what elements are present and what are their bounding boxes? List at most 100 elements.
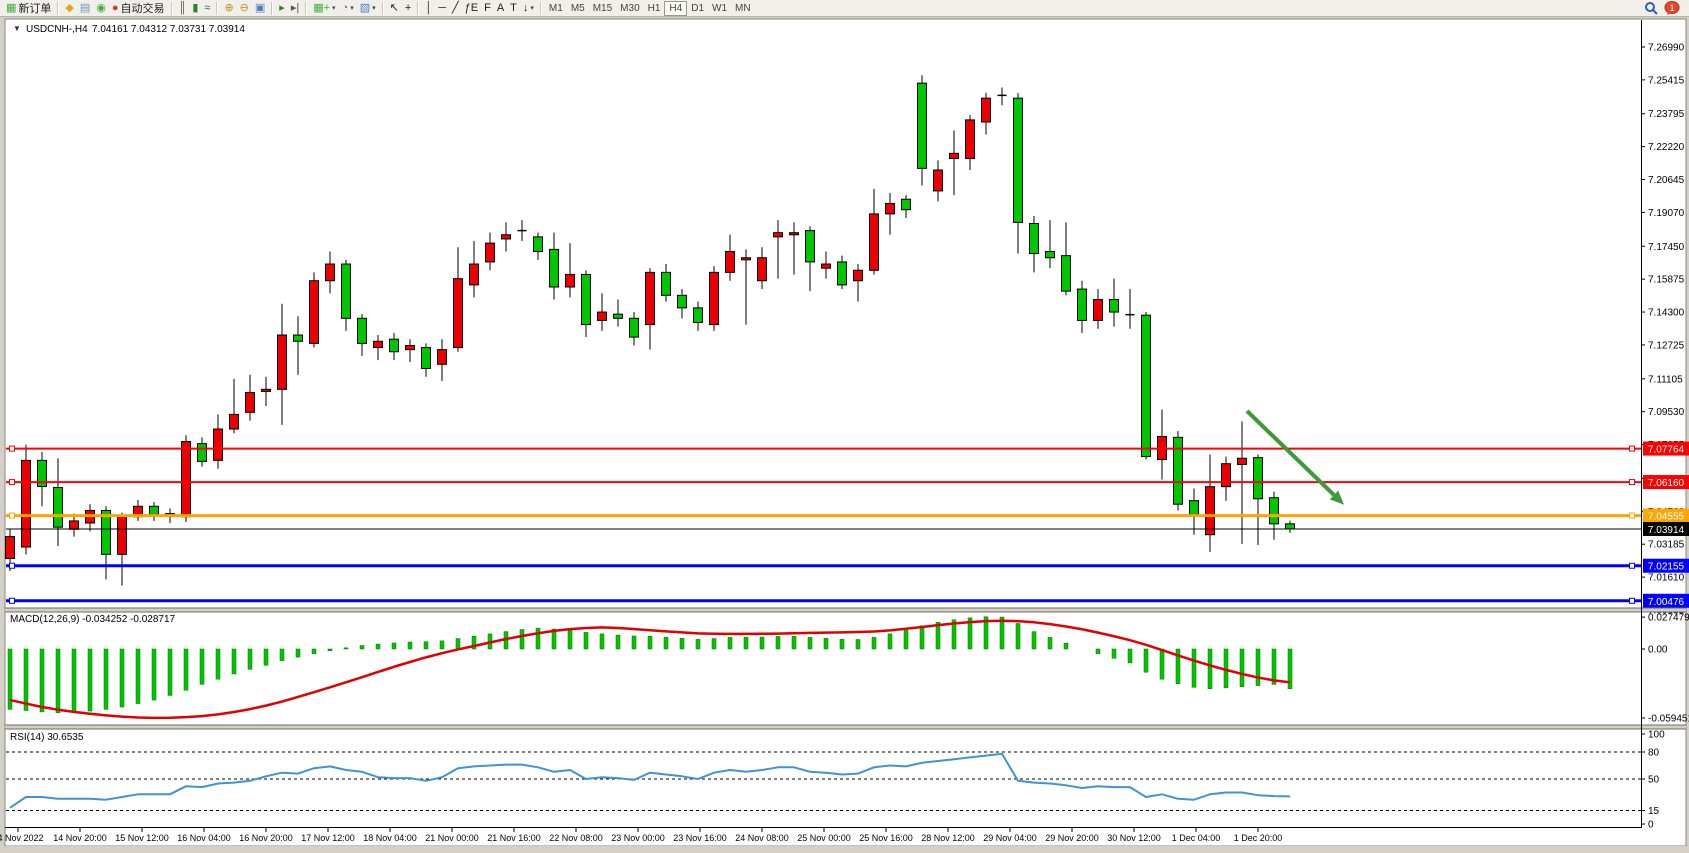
candle xyxy=(837,255,847,290)
macd-histogram-bar xyxy=(199,648,205,685)
candle-body xyxy=(1237,457,1247,466)
text-label-button[interactable]: T xyxy=(507,1,520,16)
autotrading-button[interactable]: ● 自动交易 xyxy=(109,1,168,16)
chevron-down-icon[interactable]: ▾ xyxy=(332,5,336,12)
candle-body xyxy=(1173,436,1183,505)
timeframe-m15-button[interactable]: M15 xyxy=(592,2,613,14)
zoom-out-icon: ⊖ xyxy=(239,1,249,14)
line-handle[interactable] xyxy=(1629,445,1635,452)
horizontal-line-button[interactable]: ─ xyxy=(435,1,449,16)
candle-body xyxy=(821,263,831,269)
line-chart-button[interactable]: ≈ xyxy=(201,1,213,16)
macd-histogram-bar xyxy=(535,627,541,650)
price-tick-label: 7.20645 xyxy=(1648,175,1685,186)
candle-body xyxy=(421,347,431,369)
trend-arrow-annotation[interactable] xyxy=(1245,409,1345,505)
line-handle[interactable] xyxy=(9,445,15,452)
candle xyxy=(1061,222,1071,296)
cursor-button[interactable]: ↖ xyxy=(387,1,402,16)
macd-tick-label: 0.027479 xyxy=(1648,613,1689,624)
candle-body xyxy=(853,269,863,282)
candle xyxy=(213,414,223,469)
timeframe-m5-button[interactable]: M5 xyxy=(570,2,585,14)
trendline-button[interactable]: ╱ xyxy=(449,1,462,16)
line-handle[interactable] xyxy=(1629,479,1635,486)
date-tick-label: 21 Nov 00:00 xyxy=(425,833,479,843)
chart-menu-icon[interactable]: ▼ xyxy=(13,24,21,33)
line-handle[interactable] xyxy=(9,562,15,569)
chevron-down-icon[interactable]: ▾ xyxy=(350,5,354,12)
fibonacci-button[interactable]: F xyxy=(481,1,494,16)
candle-body xyxy=(981,97,991,123)
macd-histogram-bar xyxy=(1063,642,1069,650)
chart-shift-button[interactable]: ▸| xyxy=(288,1,302,16)
horizontal-scrollbar[interactable] xyxy=(5,846,1686,853)
line-handle[interactable] xyxy=(9,479,15,486)
candle-body xyxy=(1205,486,1215,536)
trend-arrow-line[interactable] xyxy=(1245,409,1336,497)
line-handle[interactable] xyxy=(1629,562,1635,569)
zoom-in-button[interactable]: ⊕ xyxy=(221,1,236,16)
auto-scroll-button[interactable]: ▸ xyxy=(276,1,288,16)
zoom-out-button[interactable]: ⊖ xyxy=(237,1,252,16)
panel-separator[interactable] xyxy=(5,608,1686,612)
candle-body xyxy=(805,230,815,263)
macd-histogram-bar xyxy=(167,648,173,696)
line-handle[interactable] xyxy=(1629,512,1635,519)
date-tick-label: 18 Nov 04:00 xyxy=(363,833,417,843)
candle-body xyxy=(213,428,223,461)
candle-body xyxy=(197,443,207,462)
candle xyxy=(533,232,543,260)
rsi-tick-label: 100 xyxy=(1648,730,1665,741)
candlestick-chart-button[interactable]: ▮ xyxy=(189,1,201,16)
timeframe-w1-button[interactable]: W1 xyxy=(712,2,728,14)
candle xyxy=(229,378,239,434)
arrows-button[interactable]: ↓ ▾ xyxy=(520,1,537,16)
chevron-down-icon[interactable]: ▾ xyxy=(530,5,534,12)
timeframe-mn-button[interactable]: MN xyxy=(735,2,751,14)
toolbar-separator xyxy=(216,1,219,15)
search-icon[interactable] xyxy=(1644,1,1658,15)
timeframe-m1-button[interactable]: M1 xyxy=(548,2,563,14)
line-handle[interactable] xyxy=(9,512,15,519)
macd-histogram-bar xyxy=(791,635,797,650)
new-chart-button[interactable]: ▦+ ▾ xyxy=(310,1,338,16)
bars-chart-button[interactable]: ║ xyxy=(176,1,190,16)
date-tick-label: 1 Dec 04:00 xyxy=(1172,833,1221,843)
timeframe-m30-button[interactable]: M30 xyxy=(620,2,640,14)
candle-body xyxy=(5,536,15,560)
candle-body xyxy=(869,213,879,271)
candle xyxy=(773,220,783,279)
tile-windows-button[interactable]: ▣ xyxy=(252,1,268,16)
candle-body xyxy=(293,334,303,342)
line-handle[interactable] xyxy=(9,597,15,604)
panel-separator[interactable] xyxy=(5,725,1686,729)
new-order-button-label: 新订单 xyxy=(18,3,52,15)
text-button[interactable]: A xyxy=(494,1,507,16)
candle-body xyxy=(373,340,383,349)
periodicity-button[interactable]: ◔ ▾ xyxy=(339,1,357,16)
candle-body xyxy=(1285,523,1295,530)
template-button[interactable]: ▧ ▾ xyxy=(357,1,379,16)
crosshair-button[interactable]: + xyxy=(402,1,414,16)
candle-body xyxy=(661,271,671,296)
market-watch-button[interactable]: ▤ xyxy=(77,1,93,16)
toolbar: ▦ 新订单 ◆ ▤ ◉ ● 自动交易 ║ ▮ ≈ ⊕ ⊖ ▣ ▸ ▸| ▦+ ▾ ◔ ▾ ▧ ▾ ↖ + │ ─ ╱ ƒE F A T ↓ ▾… xyxy=(0,0,1689,17)
candle xyxy=(805,226,815,292)
macd-histogram-bar xyxy=(7,648,13,710)
timeframe-h4-button[interactable]: H4 xyxy=(664,0,688,16)
equidistant-channel-button[interactable]: ƒE xyxy=(462,1,481,16)
date-tick-label: 14 Nov 20:00 xyxy=(53,833,107,843)
vertical-line-button[interactable]: │ xyxy=(422,1,435,16)
price-line-badge-label: 7.00476 xyxy=(1648,597,1685,608)
chevron-down-icon[interactable]: ▾ xyxy=(372,5,376,12)
timeframe-d1-button[interactable]: D1 xyxy=(691,2,705,14)
data-window-icon: ◆ xyxy=(65,1,74,14)
timeframe-h1-button[interactable]: H1 xyxy=(647,2,661,14)
navigator-button[interactable]: ◉ xyxy=(93,1,109,16)
line-handle[interactable] xyxy=(1629,597,1635,604)
new-order-button[interactable]: ▦ 新订单 xyxy=(3,1,54,16)
data-window-button[interactable]: ◆ xyxy=(62,1,76,16)
notification-bubble-icon[interactable]: 1 xyxy=(1664,1,1681,15)
candle-body xyxy=(629,317,639,338)
